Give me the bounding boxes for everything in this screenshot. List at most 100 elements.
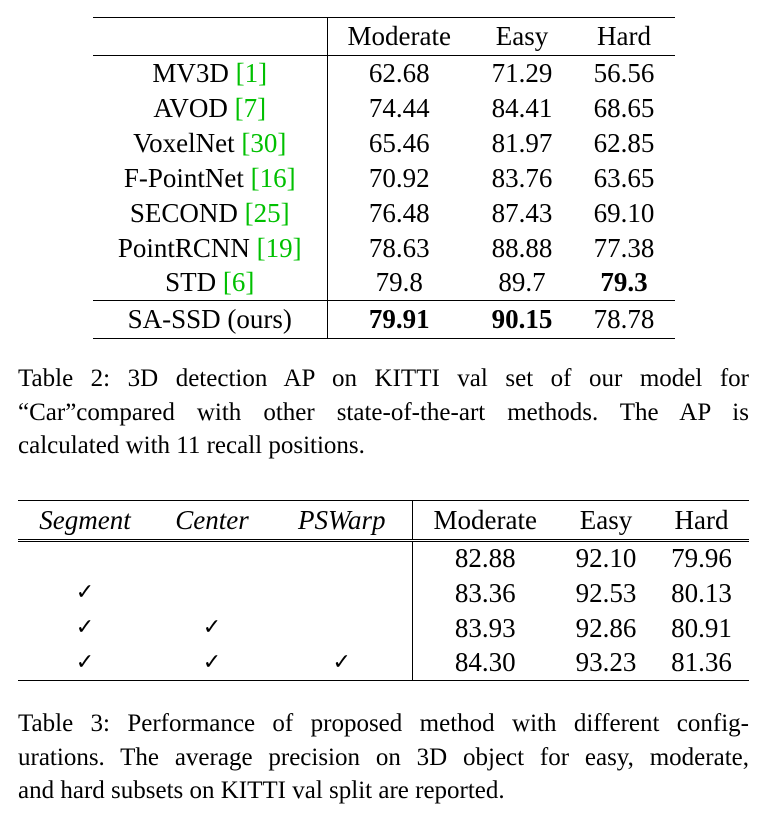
- table-2-header-moderate: Moderate: [347, 21, 451, 51]
- caption-line: “Car”compared with other state-of-the-ar…: [18, 398, 749, 426]
- easy-cell: 92.53: [575, 577, 637, 608]
- table-row: MV3D [1] 62.68 71.29 56.56: [93, 55, 675, 91]
- table-3-caption: Table 3: Performance of proposed method …: [18, 707, 749, 808]
- method-cell: STD [6]: [93, 265, 328, 301]
- table-3-ablation: Segment Center PSWarp Moderate Easy Hard…: [18, 500, 749, 681]
- hard-cell: 80.91: [671, 612, 732, 643]
- citation-link[interactable]: [30]: [241, 127, 287, 158]
- method-name: SECOND: [129, 197, 245, 228]
- table-3-header-easy: Easy: [558, 500, 654, 542]
- moderate-cell-best: 79.91: [368, 304, 430, 334]
- hard-cell: 69.10: [593, 197, 655, 228]
- hard-cell: 63.65: [593, 162, 655, 193]
- table-row: ✓ ✓ ✓ 84.30 93.23 81.36: [18, 645, 749, 681]
- table-3-header-segment: Segment: [18, 500, 152, 542]
- center-check-cell: [152, 576, 272, 611]
- citation-link[interactable]: [7]: [234, 92, 267, 123]
- pswarp-check-cell: ✓: [272, 645, 413, 681]
- table-3-header-center: Center: [152, 500, 272, 542]
- easy-cell: 89.7: [498, 267, 546, 298]
- moderate-cell: 76.48: [368, 197, 430, 228]
- hard-cell-best: 79.3: [600, 267, 648, 298]
- table-row: AVOD [7] 74.44 84.41 68.65: [93, 90, 675, 126]
- easy-cell-best: 90.15: [491, 304, 553, 334]
- easy-cell: 92.86: [575, 612, 637, 643]
- caption-line: and hard subsets on KITTI val split are …: [18, 777, 505, 804]
- table-3-header-row: Segment Center PSWarp Moderate Easy Hard: [18, 500, 749, 542]
- caption-line: Table 2: 3D detection AP on KITTI val se…: [18, 365, 749, 392]
- moderate-cell: 70.92: [368, 162, 430, 193]
- citation-link[interactable]: [25]: [244, 197, 290, 228]
- easy-cell: 88.88: [491, 232, 553, 263]
- easy-cell: 93.23: [575, 647, 637, 678]
- citation-link[interactable]: [19]: [256, 232, 302, 263]
- method-cell: MV3D [1]: [93, 55, 328, 91]
- hard-cell: 62.85: [593, 127, 655, 158]
- table-3-header-moderate: Moderate: [412, 500, 558, 542]
- table-row: F-PointNet [16] 70.92 83.76 63.65: [93, 160, 675, 196]
- segment-check-cell: [18, 541, 152, 576]
- moderate-cell: 82.88: [454, 543, 516, 574]
- method-name: VoxelNet: [133, 127, 242, 158]
- hard-cell: 78.78: [593, 304, 655, 334]
- method-name: STD: [165, 267, 223, 298]
- easy-cell: 81.97: [491, 127, 553, 158]
- moderate-cell: 65.46: [368, 127, 430, 158]
- moderate-cell: 74.44: [368, 92, 430, 123]
- table-row: PointRCNN [19] 78.63 88.88 77.38: [93, 230, 675, 266]
- citation-link[interactable]: [1]: [235, 57, 268, 88]
- table-2-header-method: [93, 17, 328, 56]
- hard-cell: 80.13: [671, 577, 732, 608]
- method-cell: SECOND [25]: [93, 195, 328, 231]
- method-name: MV3D: [152, 57, 236, 88]
- moderate-cell: 62.68: [368, 57, 430, 88]
- table-row: ✓ 83.36 92.53 80.13: [18, 575, 749, 611]
- moderate-cell: 83.36: [454, 577, 516, 608]
- easy-cell: 83.76: [491, 162, 553, 193]
- moderate-cell: 83.93: [454, 612, 516, 643]
- table-row: VoxelNet [30] 65.46 81.97 62.85: [93, 125, 675, 161]
- hard-cell: 68.65: [593, 92, 655, 123]
- method-name: F-PointNet: [123, 162, 251, 193]
- table-2-header-hard: Hard: [597, 21, 651, 51]
- hard-cell: 56.56: [593, 57, 655, 88]
- caption-line: Table 3: Performance of proposed method …: [18, 710, 749, 737]
- hard-cell: 79.96: [671, 543, 732, 574]
- table-2-header-easy: Easy: [495, 21, 549, 51]
- method-cell: PointRCNN [19]: [93, 230, 328, 266]
- table-2-caption: Table 2: 3D detection AP on KITTI val se…: [18, 362, 749, 463]
- caption-line: urations. The average precision on 3D ob…: [18, 743, 749, 771]
- citation-link[interactable]: [6]: [222, 267, 255, 298]
- center-check-cell: ✓: [202, 649, 222, 675]
- hard-cell: 81.36: [671, 647, 732, 678]
- method-cell: VoxelNet [30]: [93, 125, 328, 161]
- method-cell: F-PointNet [16]: [93, 160, 328, 196]
- table-2-kitti-car-comparison: Moderate Easy Hard MV3D [1] 62.68 71.29 …: [93, 17, 675, 339]
- easy-cell: 71.29: [491, 57, 553, 88]
- moderate-cell: 84.30: [454, 647, 516, 678]
- segment-check-cell: ✓: [75, 615, 95, 640]
- moderate-cell: 78.63: [368, 232, 430, 263]
- table-row-ours: SA-SSD (ours) 79.91 90.15 78.78: [93, 300, 675, 339]
- caption-line: calculated with 11 recall positions.: [18, 432, 365, 459]
- table-row: ✓ ✓ 83.93 92.86 80.91: [18, 610, 749, 646]
- method-name: PointRCNN: [117, 232, 257, 263]
- method-cell: AVOD [7]: [93, 90, 328, 126]
- easy-cell: 84.41: [491, 92, 553, 123]
- segment-check-cell: ✓: [75, 649, 95, 675]
- pswarp-check-cell: [272, 540, 413, 576]
- table-3-header-pswarp: PSWarp: [272, 500, 413, 542]
- pswarp-check-cell: [272, 575, 413, 611]
- table-3-header-hard: Hard: [654, 500, 749, 542]
- moderate-cell: 79.8: [375, 267, 423, 298]
- method-name: AVOD: [153, 92, 235, 123]
- center-check-cell: [152, 541, 272, 576]
- table-row: STD [6] 79.8 89.7 79.3: [93, 265, 675, 301]
- table-2-header-row: Moderate Easy Hard: [93, 17, 675, 56]
- segment-check-cell: ✓: [75, 580, 95, 605]
- citation-link[interactable]: [16]: [250, 162, 296, 193]
- method-cell-ours: SA-SSD (ours): [93, 300, 328, 339]
- hard-cell: 77.38: [593, 232, 655, 263]
- table-row: SECOND [25] 76.48 87.43 69.10: [93, 195, 675, 231]
- center-check-cell: ✓: [202, 615, 222, 640]
